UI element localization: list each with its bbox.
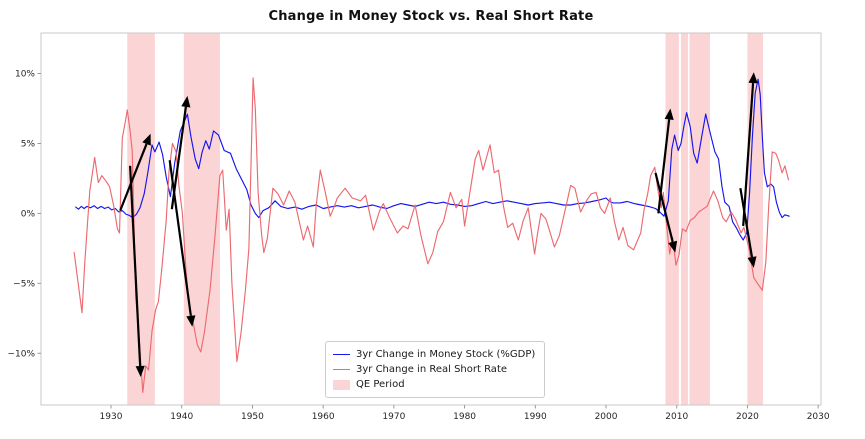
x-tick-label-2010: 2010 (665, 412, 688, 422)
annotation-arrow-0 (119, 143, 148, 212)
y-tick-label--10: −10% (7, 349, 35, 359)
legend: 3yr Change in Money Stock (%GDP) 3yr Cha… (325, 341, 546, 398)
real-short-rate-line-swatch (333, 369, 350, 370)
y-tick-label-5: 5% (21, 139, 36, 149)
annotation-arrowhead-4 (664, 108, 674, 120)
x-tick-label-1990: 1990 (524, 412, 547, 422)
x-tick-label-1950: 1950 (241, 412, 264, 422)
annotation-arrowhead-1 (135, 365, 145, 377)
qe-band-3 (680, 33, 689, 405)
annotation-arrow-3 (168, 160, 192, 316)
legend-label-qe-period: QE Period (356, 379, 405, 390)
y-tick-label-10: 10% (15, 70, 35, 80)
x-tick-label-2020: 2020 (736, 412, 759, 422)
annotation-arrow-5 (654, 172, 674, 243)
annotation-arrowhead-0 (142, 133, 151, 146)
annotation-arrowhead-5 (668, 240, 678, 253)
annotation-arrowhead-3 (186, 315, 196, 327)
annotation-arrow-7 (739, 188, 754, 258)
legend-item-qe-period: QE Period (333, 377, 535, 392)
money-stock-line (75, 78, 790, 241)
plot-border (40, 32, 822, 406)
x-tick-label-1970: 1970 (382, 412, 405, 422)
qe-period-patch-swatch (333, 379, 350, 390)
x-tick-label-1980: 1980 (453, 412, 476, 422)
chart-title: Change in Money Stock vs. Real Short Rat… (268, 9, 594, 24)
annotation-arrowhead-2 (181, 95, 191, 108)
x-tick-label-1940: 1940 (170, 412, 193, 422)
money-stock-line-swatch (333, 354, 350, 355)
real-short-rate-line (73, 77, 790, 393)
y-tick-label-0: 0% (21, 209, 36, 219)
qe-band-4 (689, 33, 710, 405)
x-tick-label-2000: 2000 (595, 412, 618, 422)
annotation-arrow-1 (129, 165, 142, 367)
annotation-arrow-4 (657, 119, 671, 214)
x-tick-label-1960: 1960 (312, 412, 335, 422)
legend-label-real-short-rate: 3yr Change in Real Short Rate (356, 364, 508, 375)
legend-item-real-short-rate: 3yr Change in Real Short Rate (333, 362, 535, 377)
legend-item-money-stock: 3yr Change in Money Stock (%GDP) (333, 347, 535, 362)
x-tick-label-1930: 1930 (100, 412, 123, 422)
annotation-arrow-6 (742, 83, 755, 227)
legend-label-money-stock: 3yr Change in Money Stock (%GDP) (356, 349, 536, 360)
annotation-arrowhead-7 (747, 256, 757, 268)
annotation-arrowhead-6 (748, 72, 758, 84)
qe-band-5 (747, 33, 764, 405)
x-tick-label-2030: 2030 (807, 412, 830, 422)
y-tick-label--5: −5% (13, 279, 35, 289)
